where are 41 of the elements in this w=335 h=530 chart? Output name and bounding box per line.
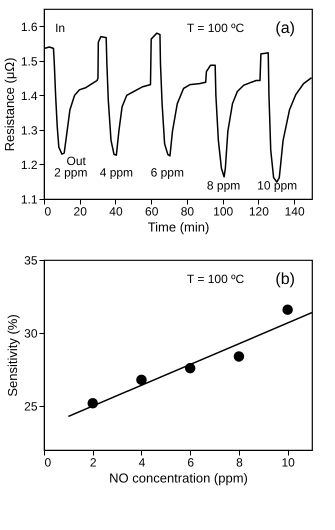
annotation: (b) bbox=[275, 271, 295, 288]
annotation: 4 ppm bbox=[100, 165, 134, 180]
point bbox=[234, 351, 244, 362]
x-tick-label: 20 bbox=[74, 204, 88, 218]
y-axis-title: Resistance (μΩ) bbox=[2, 58, 17, 152]
annotation: 10 ppm bbox=[257, 178, 298, 193]
annotation: T = 100 ºC bbox=[186, 272, 244, 286]
annotation: T = 100 ºC bbox=[186, 21, 244, 35]
annotation: 8 ppm bbox=[206, 178, 240, 193]
x-tick-label: 100 bbox=[213, 204, 234, 218]
x-tick-label: 10 bbox=[281, 456, 296, 470]
y-axis-title: Sensitivity (%) bbox=[5, 314, 20, 397]
y-tick-label: 1.4 bbox=[20, 88, 38, 103]
y-tick-label: 1.1 bbox=[20, 192, 38, 206]
y-tick-label: 30 bbox=[24, 326, 38, 341]
annotation: In bbox=[55, 21, 66, 35]
x-tick-label: 40 bbox=[109, 204, 123, 218]
x-tick-label: 60 bbox=[145, 204, 159, 218]
annotation: 6 ppm bbox=[150, 165, 184, 180]
y-tick-label: 35 bbox=[24, 254, 38, 268]
annotation: 2 ppm bbox=[54, 165, 88, 180]
annotation: Out bbox=[66, 154, 86, 168]
x-tick-label: 120 bbox=[248, 204, 270, 218]
y-tick-label: 25 bbox=[24, 400, 38, 414]
x-axis-title: Time (min) bbox=[148, 220, 210, 234]
x-tick-label: 8 bbox=[236, 456, 244, 470]
x-axis-title: NO concentration (ppm) bbox=[109, 470, 248, 486]
x-tick-label: 0 bbox=[44, 204, 52, 218]
y-tick-label: 1.2 bbox=[20, 158, 38, 172]
annotation: (a) bbox=[275, 20, 295, 37]
y-tick-label: 1.5 bbox=[20, 54, 38, 68]
y-tick-label: 1.3 bbox=[20, 123, 38, 138]
x-tick-label: 0 bbox=[44, 456, 52, 470]
point bbox=[136, 374, 147, 386]
x-tick-label: 140 bbox=[284, 204, 305, 218]
y-tick-label: 1.6 bbox=[20, 20, 38, 34]
x-tick-label: 4 bbox=[138, 456, 146, 470]
x-tick-label: 2 bbox=[90, 456, 97, 470]
x-tick-label: 80 bbox=[180, 204, 194, 218]
x-tick-label: 6 bbox=[187, 456, 194, 470]
point bbox=[282, 304, 293, 315]
